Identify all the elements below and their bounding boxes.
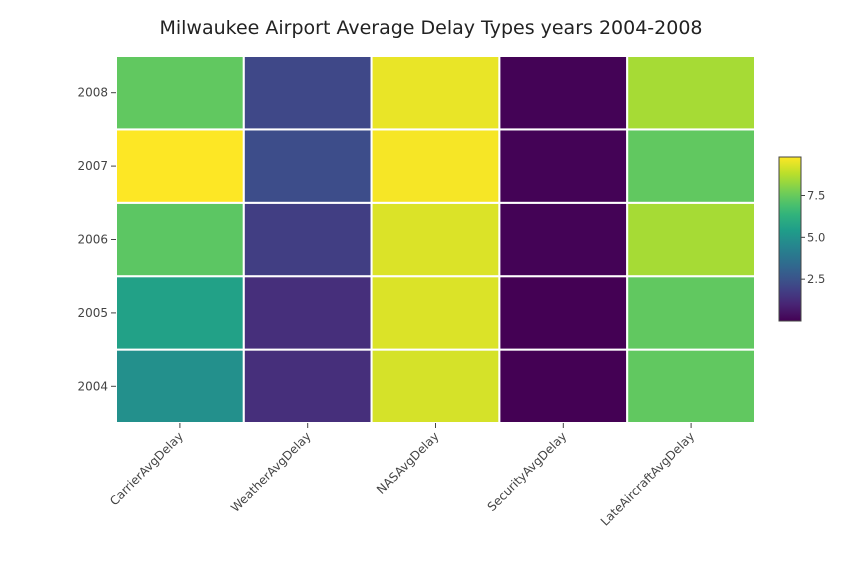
heatmap-cell-2006-LateAircraftAvgDelay [626,201,757,278]
heatmap-cell-2005-CarrierAvgDelay [115,275,245,351]
y-tick-label: 2007 [77,159,108,173]
y-axis: 2004 2005 2006 2007 2008 [77,86,116,393]
heatmap-cell-2005-SecurityAvgDelay [498,275,629,351]
heatmap-cells [115,55,757,425]
colorbar: 2.5 5.0 7.5 [778,156,825,322]
heatmap-cell-2004-CarrierAvgDelay [115,348,245,425]
x-tick-label: LateAircraftAvgDelay [598,429,697,528]
heatmap-cell-2008-SecurityAvgDelay [498,55,629,131]
y-tick-label: 2005 [77,306,108,320]
heatmap-cell-2008-LateAircraftAvgDelay [626,55,757,131]
x-tick-label: WeatherAvgDelay [228,429,314,515]
x-tick-label: NASAvgDelay [374,429,442,497]
chart-title: Milwaukee Airport Average Delay Types ye… [159,17,702,39]
y-tick-label: 2004 [77,379,108,393]
heatmap-cell-2004-SecurityAvgDelay [498,348,629,425]
heatmap-cell-2008-WeatherAvgDelay [242,55,373,131]
y-tick-label: 2006 [77,233,108,247]
heatmap-cell-2007-LateAircraftAvgDelay [626,128,757,204]
colorbar-tick-label: 5.0 [807,230,825,244]
x-axis: CarrierAvgDelay WeatherAvgDelay NASAvgDela… [107,423,697,529]
colorbar-gradient [778,156,802,322]
x-tick-label: CarrierAvgDelay [107,429,186,508]
heatmap-cell-2006-WeatherAvgDelay [242,201,373,278]
heatmap-cell-2007-SecurityAvgDelay [498,128,629,204]
heatmap-cell-2006-SecurityAvgDelay [498,201,629,278]
heatmap-cell-2008-CarrierAvgDelay [115,55,245,131]
heatmap-cell-2005-NASAvgDelay [370,275,501,351]
heatmap-cell-2005-WeatherAvgDelay [242,275,373,351]
heatmap-cell-2004-NASAvgDelay [370,348,501,425]
heatmap-cell-2005-LateAircraftAvgDelay [626,275,757,351]
heatmap-cell-2004-WeatherAvgDelay [242,348,373,425]
colorbar-tick-label: 7.5 [807,188,825,202]
heatmap-cell-2004-LateAircraftAvgDelay [626,348,757,425]
colorbar-tick-label: 2.5 [807,272,825,286]
x-tick-label: SecurityAvgDelay [485,429,570,514]
heatmap-cell-2007-WeatherAvgDelay [242,128,373,204]
heatmap-cell-2007-CarrierAvgDelay [115,128,245,204]
heatmap-cell-2007-NASAvgDelay [370,128,501,204]
y-tick-label: 2008 [77,86,108,100]
heatmap-cell-2006-NASAvgDelay [370,201,501,278]
heatmap-cell-2008-NASAvgDelay [370,55,501,131]
heatmap-cell-2006-CarrierAvgDelay [115,201,245,278]
